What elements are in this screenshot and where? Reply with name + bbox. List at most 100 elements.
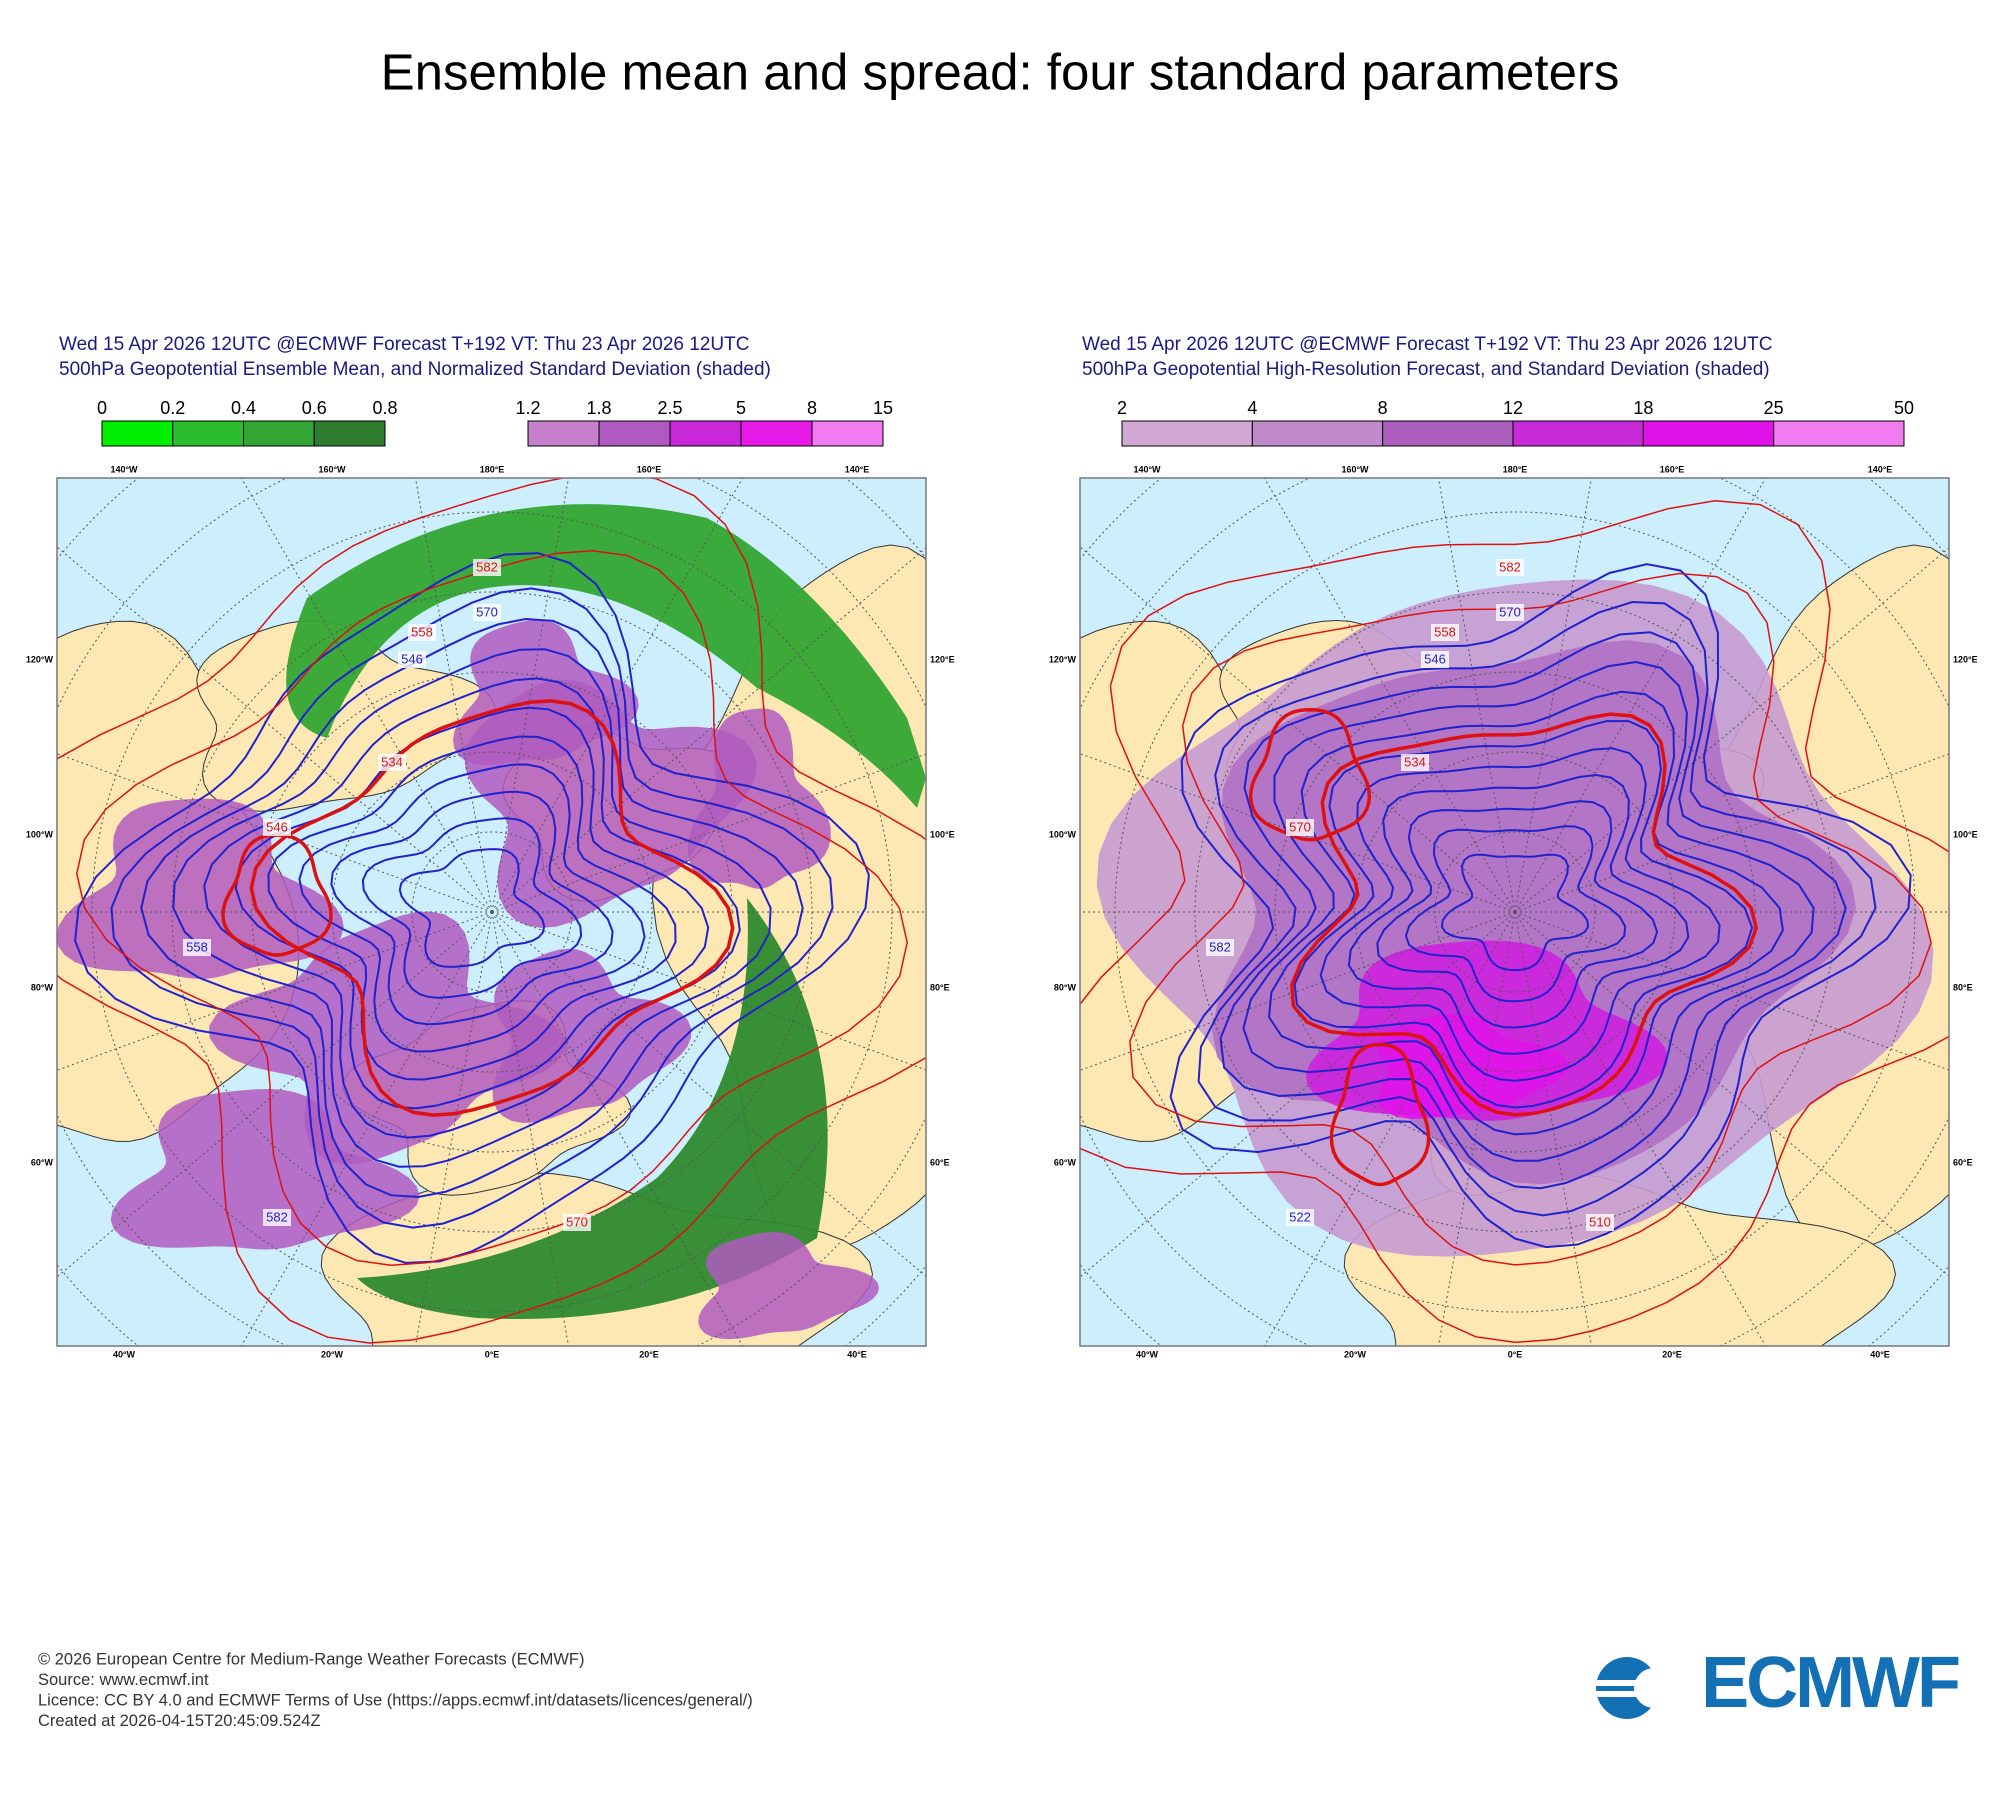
shading: [57, 798, 344, 979]
colorbar-label: 0.2: [160, 398, 185, 418]
contour-red: [1248, 708, 1372, 842]
graticule: [240, 911, 493, 1346]
graticule: [1514, 753, 1949, 913]
contour-label-bg: [1496, 559, 1524, 576]
lon-label: 100°W: [1049, 829, 1077, 839]
lon-label: 20°E: [639, 1349, 659, 1359]
contour-label: 570: [476, 604, 498, 619]
colorbar-swatch: [598, 420, 671, 447]
colorbar-label: 25: [1764, 398, 1784, 418]
contour-red: [1080, 500, 1949, 1344]
colorbar-label: 2.5: [657, 398, 682, 418]
graticule: [57, 546, 493, 913]
colorbar-swatch: [1642, 420, 1775, 447]
contour: [1293, 720, 1754, 1109]
shading: [687, 708, 831, 889]
page-title: Ensemble mean and spread: four standard …: [381, 43, 1620, 100]
map-content: 582 570 558 546 534 522 510 582 570: [1080, 478, 1949, 1346]
contour-red: [57, 478, 926, 1344]
lon-label: 40°E: [847, 1349, 867, 1359]
contour: [1242, 660, 1815, 1162]
shading-high: [357, 898, 828, 1319]
colorbar-swatch: [1382, 420, 1514, 447]
lon-label: 80°E: [930, 982, 950, 992]
contour: [298, 763, 646, 1053]
contour-label-bg: [183, 939, 211, 956]
contour-label-bg: [1421, 651, 1449, 668]
colorbar-label: 1.8: [586, 398, 611, 418]
panel-header: Wed 15 Apr 2026 12UTC @ECMWF Forecast T+…: [1082, 334, 1772, 355]
graticule: [491, 911, 926, 1071]
graticule: [1514, 478, 1593, 913]
lon-label: 40°W: [1136, 1349, 1159, 1359]
colorbar-swatch: [740, 420, 813, 447]
lon-label: 60°W: [1054, 1157, 1077, 1167]
contour-label-bg: [1286, 819, 1314, 836]
shading: [492, 948, 692, 1123]
contour: [361, 817, 583, 999]
colorbar-swatch: [172, 420, 244, 447]
contour-label-bg: [1586, 1214, 1614, 1231]
colorbar-swatch: [1512, 420, 1644, 447]
contour: [1197, 600, 1877, 1217]
graticule: [491, 547, 926, 913]
lon-label: 20°W: [321, 1349, 344, 1359]
contour-label-bg: [398, 651, 426, 668]
graticule: [491, 478, 570, 913]
lon-label: 120°E: [930, 654, 955, 664]
contour: [172, 648, 772, 1168]
lon-label: 140°E: [845, 464, 870, 474]
contour-red: [1329, 1042, 1431, 1187]
footer-line: Created at 2026-04-15T20:45:09.524Z: [38, 1712, 321, 1730]
lon-label: 60°W: [31, 1157, 54, 1167]
contour-label: 546: [1424, 651, 1446, 666]
graticule: [1514, 911, 1949, 1277]
panel-header: 500hPa Geopotential High-Resolution Fore…: [1082, 359, 1770, 380]
colorbar-label: 8: [807, 398, 817, 418]
footer-line: Licence: CC BY 4.0 and ECMWF Terms of Us…: [38, 1691, 753, 1709]
lon-label: 160°E: [637, 464, 662, 474]
map-frame: [56, 477, 927, 1347]
colorbar-swatch: [1251, 420, 1384, 447]
contour-label-bg: [473, 559, 501, 576]
graticule: [1080, 911, 1516, 1071]
land: [196, 619, 496, 812]
contour-label-bg: [263, 1209, 291, 1226]
lon-label: 80°W: [1054, 982, 1077, 992]
lon-label: 140°E: [1868, 464, 1893, 474]
lon-label: 100°W: [26, 829, 54, 839]
contour-label-bg: [1206, 939, 1234, 956]
lon-label: 60°E: [930, 1157, 950, 1167]
graticule: [1437, 478, 1516, 913]
colorbar-swatch: [1121, 420, 1253, 447]
contour: [74, 552, 870, 1264]
contour-label: 522: [1289, 1209, 1311, 1224]
contour-label: 558: [186, 939, 208, 954]
colorbar-label: 0.8: [372, 398, 397, 418]
colorbar-swatch: [811, 420, 884, 447]
contour-label-bg: [1286, 1209, 1314, 1226]
graticule: [414, 911, 493, 1346]
colorbar-label: 15: [873, 398, 893, 418]
panel-header: Wed 15 Apr 2026 12UTC @ECMWF Forecast T+…: [59, 334, 749, 355]
contour-red: [1129, 572, 1932, 1266]
contour-label: 534: [381, 754, 403, 769]
lon-label: 20°W: [1344, 1349, 1367, 1359]
colorbar-swatch: [669, 420, 742, 447]
lon-label: 160°W: [318, 464, 346, 474]
graticule: [1263, 911, 1516, 1346]
shading-high: [286, 504, 926, 808]
contour-red: [76, 549, 908, 1267]
contour: [398, 848, 546, 968]
graticule: [491, 753, 926, 913]
map: 582 570 558 546 534 522 510 582 570 140°W 160°W 180…: [1049, 464, 1978, 1359]
colorbar-label: 5: [736, 398, 746, 418]
lon-label: 60°E: [1953, 1157, 1973, 1167]
graticule: [1080, 911, 1516, 1278]
lon-label: 120°W: [1049, 654, 1077, 664]
contour-label: 546: [401, 651, 423, 666]
contour-label: 510: [1589, 1214, 1611, 1229]
graticule: [57, 911, 493, 1278]
lon-label: 80°E: [1953, 982, 1973, 992]
shading: [698, 1232, 879, 1340]
